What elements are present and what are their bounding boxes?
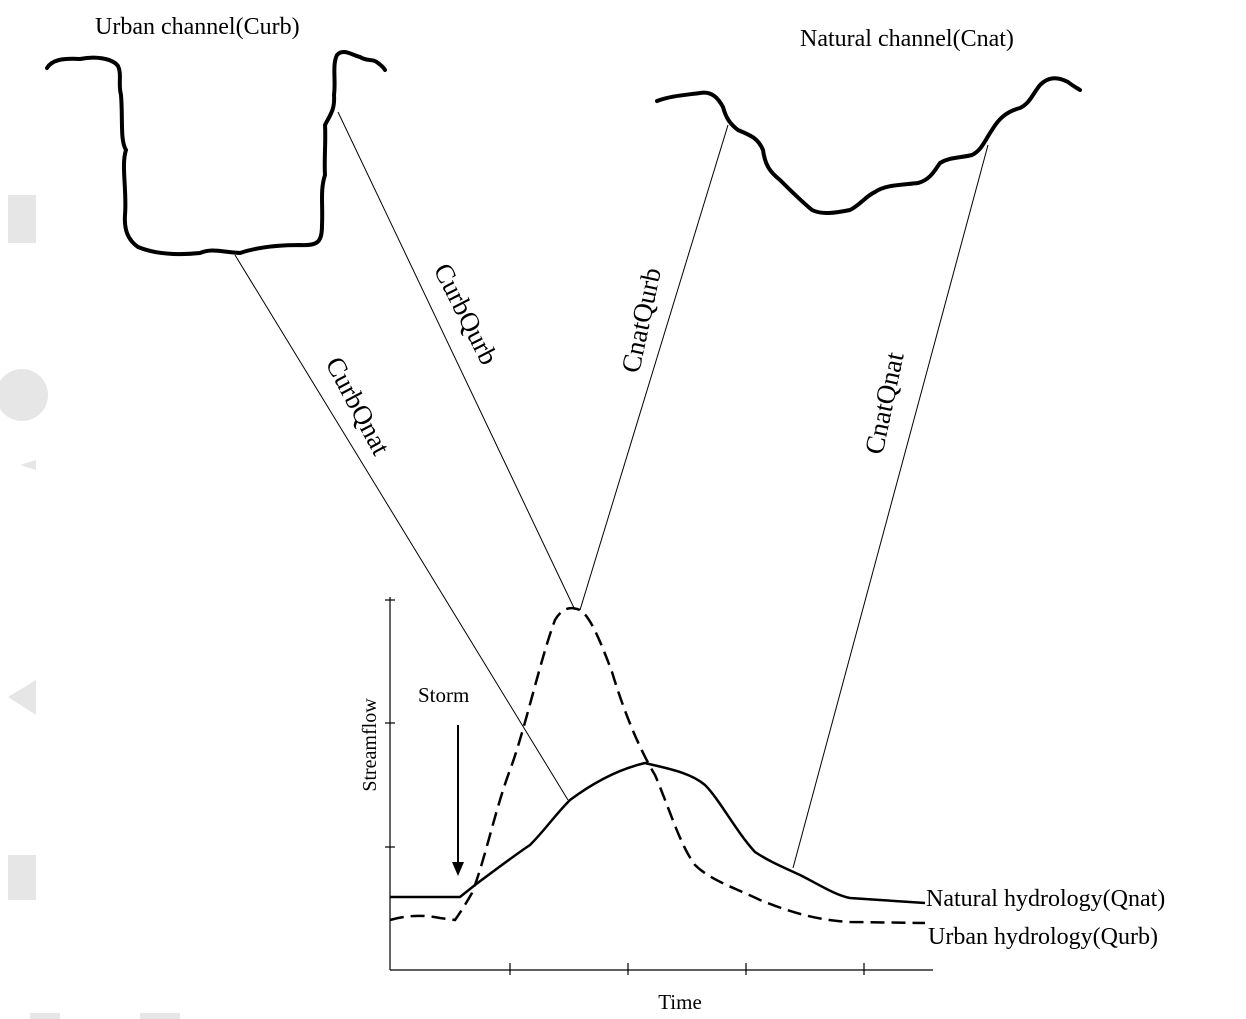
event-label: Storm <box>418 683 469 707</box>
link-line <box>234 254 569 801</box>
watermark <box>0 195 180 1019</box>
link-label: CurbQurb <box>428 258 504 369</box>
link-line <box>792 144 989 869</box>
y-axis-label: Streamflow <box>359 698 381 792</box>
natural-channel <box>655 76 1082 215</box>
link-label: CnatQnat <box>859 349 910 457</box>
axis-ticks <box>385 599 865 975</box>
link-label: CurbQnat <box>320 352 397 461</box>
link-line <box>579 124 729 611</box>
channel-label: Natural channel(Cnat) <box>800 26 1014 52</box>
x-axis-label: Time <box>658 990 702 1014</box>
storm-arrowhead <box>452 862 464 876</box>
natural-curve <box>390 761 926 905</box>
urban-channel <box>45 50 387 257</box>
link-line <box>337 111 576 611</box>
curve-label: Natural hydrology(Qnat) <box>926 886 1165 912</box>
channel-label: Urban channel(Curb) <box>95 14 300 40</box>
curve-label: Urban hydrology(Qurb) <box>928 924 1158 950</box>
urban-curve <box>389 606 926 925</box>
link-label: CnatQurb <box>615 265 666 375</box>
